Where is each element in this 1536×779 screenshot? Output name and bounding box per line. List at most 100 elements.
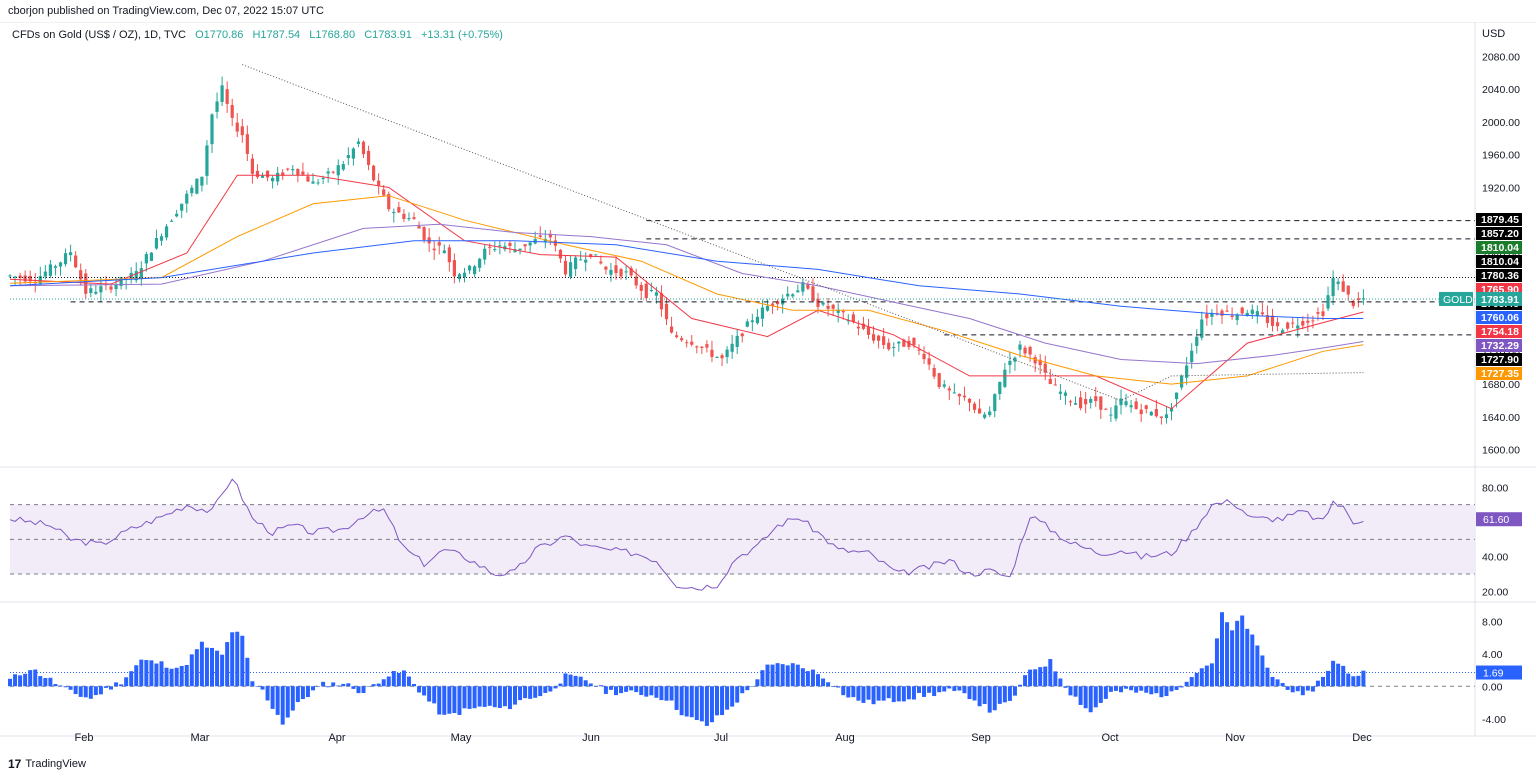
histogram-bar bbox=[144, 660, 149, 687]
chart-area[interactable]: CFDs on Gold (US$ / OZ), 1D, TVC O1770.8… bbox=[0, 22, 1536, 757]
histogram-bar bbox=[1129, 686, 1134, 691]
candle-body bbox=[1351, 300, 1355, 307]
histogram-bar bbox=[1134, 686, 1139, 693]
candle-body bbox=[119, 277, 123, 286]
price-label-tag bbox=[1476, 213, 1522, 226]
candle bbox=[200, 176, 204, 192]
candle bbox=[1124, 393, 1128, 408]
candle bbox=[1306, 313, 1310, 332]
histogram-bar bbox=[1245, 628, 1250, 687]
candle bbox=[675, 331, 679, 339]
histogram-bar bbox=[987, 686, 992, 713]
histogram-bar bbox=[53, 684, 58, 687]
candle-body bbox=[594, 254, 598, 256]
histogram-bar bbox=[1018, 684, 1022, 687]
histogram-bar bbox=[614, 686, 618, 696]
candle-body bbox=[215, 101, 219, 112]
candle bbox=[336, 159, 340, 185]
candle-body bbox=[907, 340, 911, 348]
histogram-bar bbox=[265, 686, 270, 701]
candle-body bbox=[1286, 322, 1290, 329]
histogram-bar bbox=[553, 686, 558, 689]
histogram-bar bbox=[1058, 678, 1063, 687]
candle-body bbox=[417, 225, 421, 229]
candle-body bbox=[1058, 391, 1062, 394]
histogram-bar bbox=[422, 686, 427, 696]
candle-body bbox=[765, 305, 770, 311]
candle bbox=[361, 140, 366, 158]
candle bbox=[1331, 270, 1335, 306]
histogram-bar bbox=[43, 678, 48, 687]
candle-body bbox=[967, 398, 972, 403]
histogram-bar bbox=[346, 683, 351, 687]
candle bbox=[432, 240, 436, 261]
candle-body bbox=[190, 187, 194, 194]
candle bbox=[387, 191, 391, 212]
candle bbox=[861, 316, 866, 331]
histogram-bar bbox=[174, 667, 179, 687]
candle-body bbox=[321, 177, 325, 179]
candle bbox=[13, 275, 17, 286]
candle-body bbox=[220, 85, 224, 102]
histogram-bar bbox=[689, 686, 694, 718]
histogram-bar bbox=[1275, 679, 1280, 687]
candle-body bbox=[48, 264, 52, 276]
candle bbox=[144, 251, 148, 272]
histogram-bar bbox=[336, 685, 341, 687]
candle bbox=[69, 244, 73, 262]
histogram-bar bbox=[1315, 680, 1320, 687]
candle-body bbox=[94, 291, 98, 294]
histogram-bar bbox=[225, 642, 230, 687]
candle-body bbox=[1159, 416, 1163, 418]
candle-body bbox=[1306, 320, 1310, 323]
candle-body bbox=[589, 253, 593, 258]
histogram-bar bbox=[866, 686, 871, 700]
candle bbox=[452, 253, 456, 284]
candle bbox=[1058, 384, 1062, 401]
candle-body bbox=[447, 247, 451, 263]
histogram-bar bbox=[780, 664, 785, 687]
candle bbox=[43, 264, 47, 280]
price-tick-label: 1960.00 bbox=[1482, 150, 1520, 162]
histogram-bar bbox=[927, 686, 932, 693]
publish-info: cborjon published on TradingView.com, De… bbox=[8, 5, 324, 17]
candle bbox=[765, 299, 770, 312]
month-tick-label: Nov bbox=[1225, 732, 1245, 744]
histogram-bar bbox=[922, 686, 927, 697]
histogram-bar bbox=[699, 686, 704, 722]
candle bbox=[1008, 351, 1012, 374]
histogram-bar bbox=[159, 661, 164, 687]
candle bbox=[619, 267, 623, 280]
candle-body bbox=[664, 303, 669, 320]
candle-body bbox=[831, 304, 835, 309]
histogram-bar bbox=[502, 686, 507, 707]
candle bbox=[1154, 399, 1158, 418]
candle-body bbox=[786, 293, 790, 297]
histogram-bar bbox=[831, 686, 836, 687]
histogram-bar bbox=[154, 663, 159, 687]
candle bbox=[801, 278, 805, 296]
candle bbox=[548, 229, 552, 246]
histogram-bar bbox=[270, 686, 275, 709]
candle-body bbox=[1210, 312, 1214, 317]
candle-body bbox=[998, 381, 1002, 394]
candle bbox=[175, 209, 179, 218]
symbol-name: CFDs on Gold (US$ / OZ), 1D, TVC bbox=[12, 29, 186, 41]
histogram-bar bbox=[300, 686, 305, 700]
histogram-bar bbox=[715, 686, 719, 716]
candle-body bbox=[1225, 310, 1229, 312]
histogram-bar bbox=[1305, 686, 1310, 691]
candle bbox=[1048, 369, 1052, 385]
candle bbox=[811, 278, 815, 302]
candle-body bbox=[1068, 401, 1073, 403]
candle bbox=[372, 164, 376, 182]
candle-body bbox=[1144, 405, 1148, 409]
histogram-bar bbox=[255, 686, 260, 687]
candle bbox=[1099, 396, 1103, 419]
candle-body bbox=[139, 268, 143, 279]
histogram-bar bbox=[896, 686, 901, 702]
candle bbox=[503, 242, 507, 252]
candle bbox=[1018, 340, 1022, 358]
candle-body bbox=[932, 368, 936, 377]
histogram-bar bbox=[674, 686, 679, 710]
